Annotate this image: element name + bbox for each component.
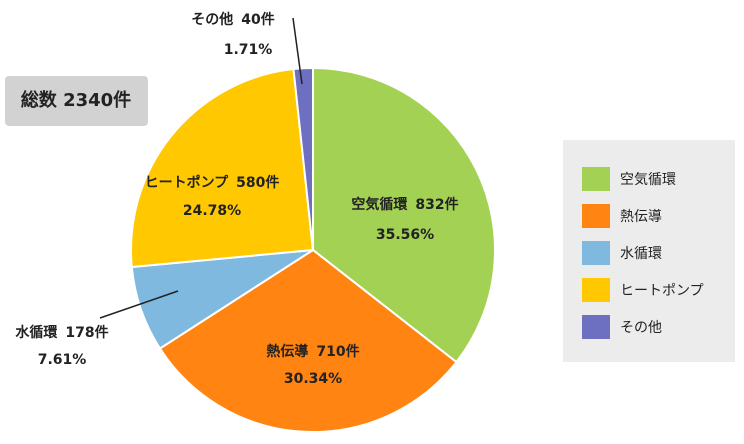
pie-slice <box>158 248 458 433</box>
legend-label: 水循環 <box>620 246 662 262</box>
legend-swatch <box>582 278 610 302</box>
slice-category: 熱伝導 <box>266 343 308 360</box>
slice-label: ヒートポンプ 580件 <box>145 174 280 191</box>
legend-swatch <box>582 241 610 265</box>
slice-percent: 24.78% <box>183 203 241 219</box>
slice-value: 178件 <box>65 324 108 341</box>
slice-percent: 30.34% <box>284 371 342 387</box>
legend-label: 空気循環 <box>620 172 676 188</box>
legend-swatch <box>582 204 610 228</box>
slice-value: 40件 <box>241 11 274 28</box>
pie-slice <box>130 67 315 269</box>
slice-label: 水循環 178件 <box>15 324 108 341</box>
slice-value: 580件 <box>236 174 279 191</box>
slice-value: 710件 <box>316 343 359 360</box>
pie-slice <box>292 66 314 251</box>
legend-label: その他 <box>620 320 662 336</box>
slice-value: 832件 <box>415 196 458 213</box>
slice-percent: 35.56% <box>376 227 434 243</box>
total-label: 総数 2340件 <box>21 89 131 111</box>
slice-label: 空気循環 832件 <box>351 196 458 213</box>
slice-category: 水循環 <box>15 324 58 341</box>
slice-category: その他 <box>191 11 233 28</box>
leader-line <box>292 17 303 85</box>
legend-label: 熱伝導 <box>620 209 662 225</box>
slice-label: 熱伝導 710件 <box>266 343 359 360</box>
slice-percent: 7.61% <box>38 352 87 368</box>
leader-line <box>99 290 179 319</box>
slice-label: その他 40件 <box>191 11 274 28</box>
slice-percent: 1.71% <box>224 42 273 58</box>
slice-category: ヒートポンプ <box>145 174 230 191</box>
legend-swatch <box>582 315 610 339</box>
slice-category: 空気循環 <box>351 196 408 213</box>
total-box <box>5 76 148 126</box>
legend-swatch <box>582 167 610 191</box>
legend-label: ヒートポンプ <box>620 283 704 299</box>
pie-slice <box>312 66 496 364</box>
